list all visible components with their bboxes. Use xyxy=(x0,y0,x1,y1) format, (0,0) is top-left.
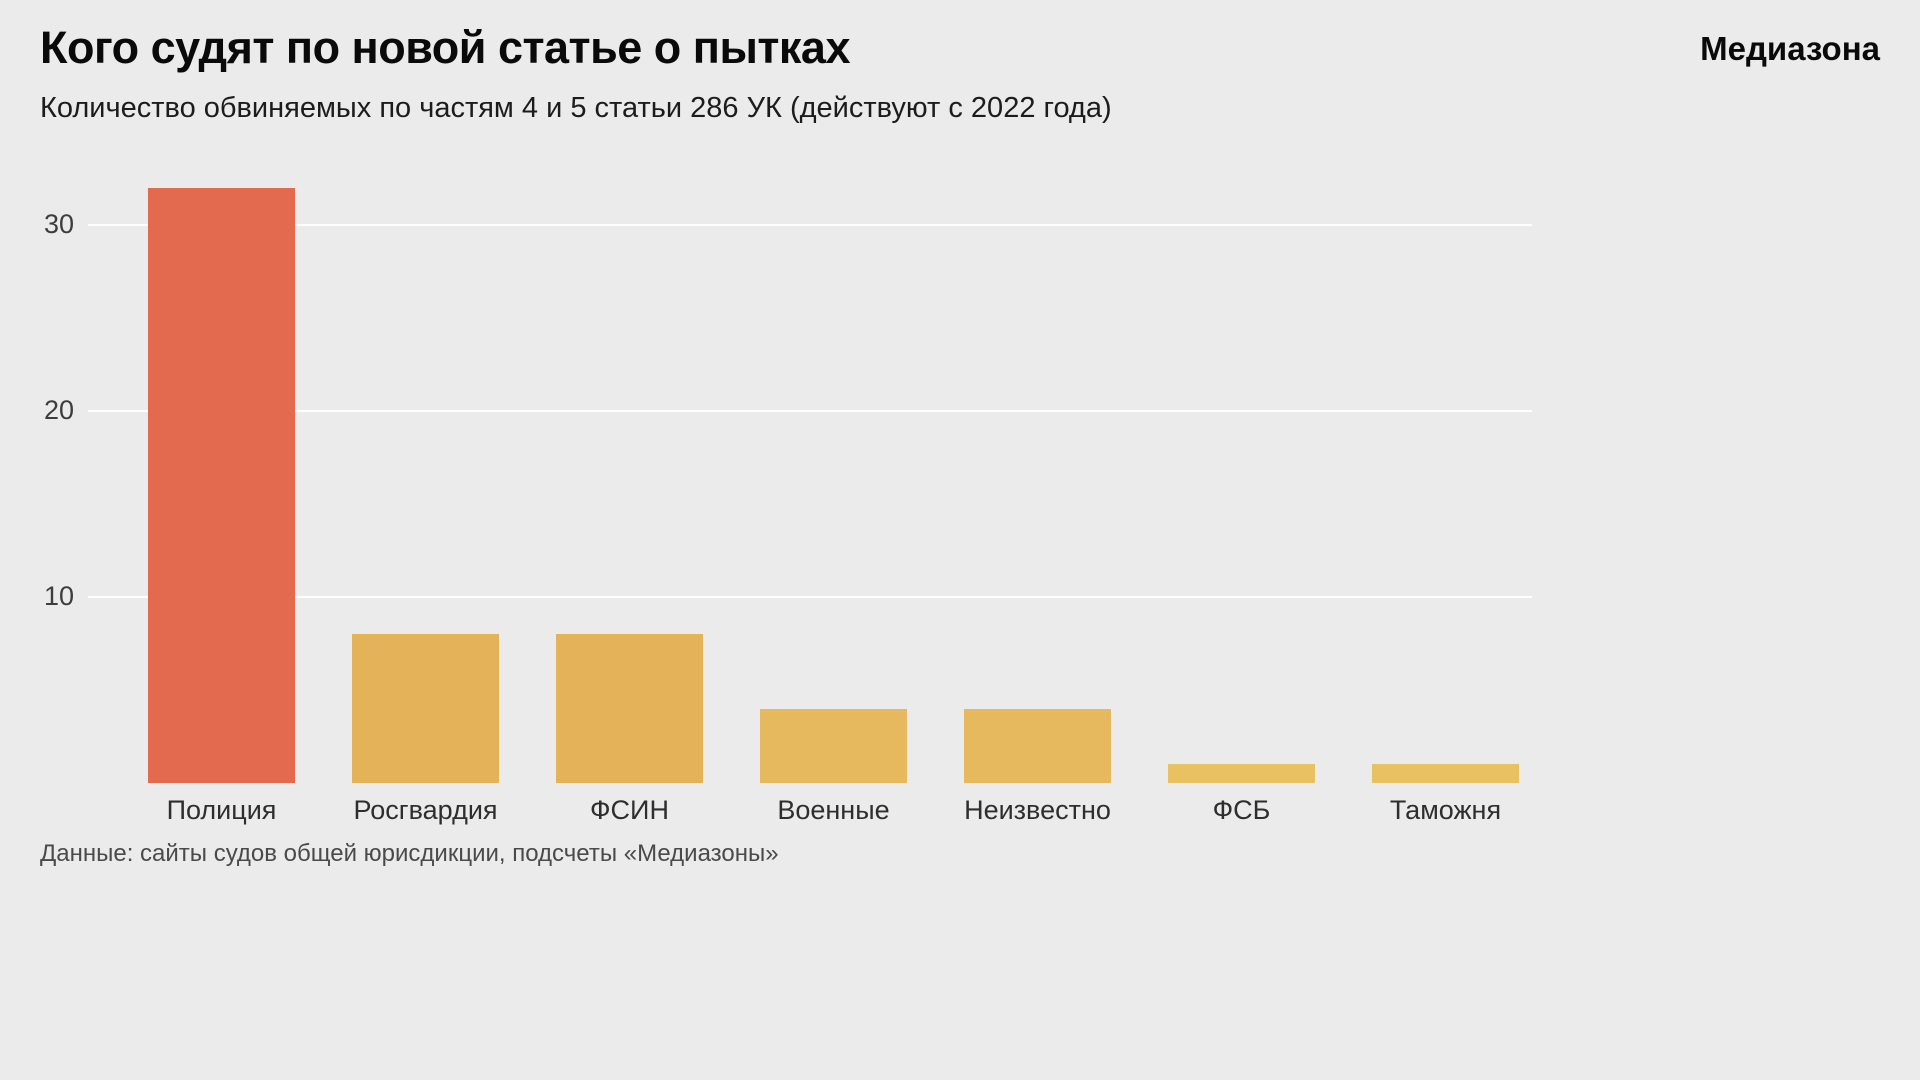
x-category-label: Неизвестно xyxy=(964,795,1111,825)
page-title: Кого судят по новой статье о пытках xyxy=(40,22,851,73)
source-note: Данные: сайты судов общей юрисдикции, по… xyxy=(40,840,779,867)
gridline-y-10 xyxy=(88,596,1532,599)
gridline-y-20 xyxy=(88,410,1532,413)
y-tick-label: 10 xyxy=(43,581,74,612)
x-category-label: Таможня xyxy=(1389,795,1502,825)
bar-ФСИН xyxy=(556,634,703,783)
x-category-label: Полиция xyxy=(166,795,277,825)
bar-Неизвестно xyxy=(964,708,1111,783)
y-tick-label: 30 xyxy=(43,209,74,240)
bar-Военные xyxy=(760,708,907,783)
x-category-label: ФСБ xyxy=(1212,795,1271,825)
x-category-label: Росгвардия xyxy=(353,795,498,825)
bar-Полиция xyxy=(148,188,295,783)
bar-ФСБ xyxy=(1168,764,1315,783)
brand-logo: Медиазона xyxy=(1700,30,1880,67)
bar-Росгвардия xyxy=(352,634,499,783)
plot-area: 10 20 30 Полиция Росгвардия ФСИН Военные Неизве… xyxy=(44,151,1532,825)
bar-Таможня xyxy=(1372,764,1519,783)
x-category-label: Военные xyxy=(777,795,890,825)
chart-subtitle: Количество обвиняемых по частям 4 и 5 ст… xyxy=(40,92,1112,124)
y-tick-label: 20 xyxy=(43,395,74,426)
x-category-label: ФСИН xyxy=(590,795,669,825)
gridline-y-30 xyxy=(88,224,1532,227)
